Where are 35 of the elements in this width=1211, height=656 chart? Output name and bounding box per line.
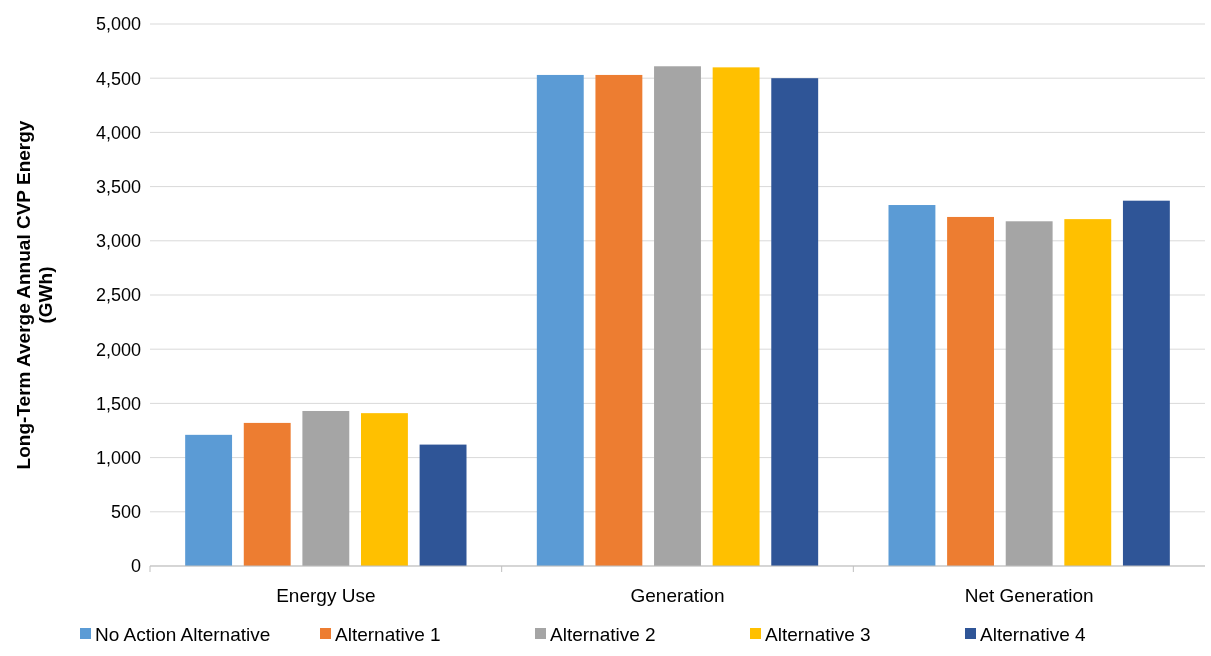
bar bbox=[947, 216, 994, 566]
y-tick-label: 0 bbox=[130, 556, 141, 577]
y-tick-label: 2,000 bbox=[95, 339, 141, 360]
legend-label: No Action Alternative bbox=[95, 623, 271, 645]
legend-label: Alternative 3 bbox=[765, 623, 871, 645]
y-tick-label: 3,000 bbox=[95, 231, 141, 252]
x-tick-label: Net Generation bbox=[964, 585, 1094, 606]
bar bbox=[712, 67, 760, 566]
bar bbox=[536, 74, 584, 566]
y-tick-label: 2,500 bbox=[95, 285, 141, 306]
legend-label: Alternative 4 bbox=[980, 623, 1087, 645]
y-tick-label: 4,000 bbox=[95, 122, 141, 143]
bar bbox=[771, 78, 819, 566]
bar bbox=[654, 66, 701, 566]
y-tick-label: 4,500 bbox=[95, 68, 141, 89]
y-axis-title: Long-Term Averge Annual CVP Energy (GWh) bbox=[13, 120, 56, 470]
y-tick-label: 3,500 bbox=[95, 176, 141, 197]
bar bbox=[361, 413, 408, 566]
bar bbox=[1005, 221, 1053, 566]
bar bbox=[185, 434, 233, 566]
y-tick-label: 1,000 bbox=[95, 447, 141, 468]
y-tick-label: 500 bbox=[110, 502, 141, 523]
bar bbox=[302, 410, 350, 566]
bar bbox=[419, 444, 467, 566]
x-tick-label: Generation bbox=[630, 585, 725, 606]
bar bbox=[1122, 200, 1170, 566]
y-tick-label: 1,500 bbox=[95, 393, 141, 414]
legend-label: Alternative 2 bbox=[550, 623, 656, 645]
bar bbox=[1064, 219, 1112, 566]
bar bbox=[888, 205, 936, 566]
bar bbox=[595, 74, 643, 566]
y-tick-label: 5,000 bbox=[95, 14, 141, 35]
x-tick-label: Energy Use bbox=[276, 585, 376, 606]
bar bbox=[243, 422, 291, 566]
legend-label: Alternative 1 bbox=[335, 623, 441, 645]
